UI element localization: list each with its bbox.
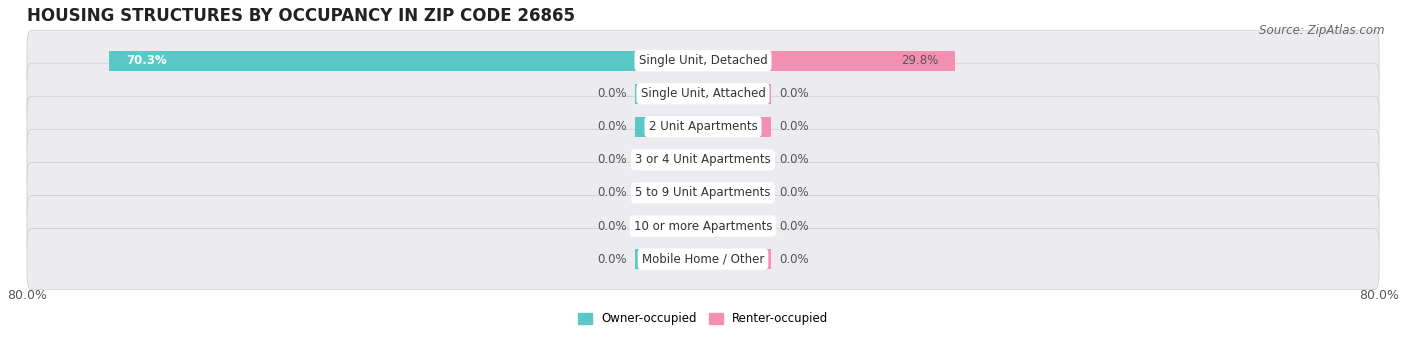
- FancyBboxPatch shape: [27, 63, 1379, 124]
- Bar: [636, 249, 703, 269]
- Text: 2 Unit Apartments: 2 Unit Apartments: [648, 120, 758, 133]
- Text: 0.0%: 0.0%: [779, 220, 808, 233]
- Bar: [108, 50, 703, 71]
- Text: Mobile Home / Other: Mobile Home / Other: [641, 253, 765, 266]
- Text: Source: ZipAtlas.com: Source: ZipAtlas.com: [1260, 24, 1385, 37]
- Text: HOUSING STRUCTURES BY OCCUPANCY IN ZIP CODE 26865: HOUSING STRUCTURES BY OCCUPANCY IN ZIP C…: [27, 7, 575, 25]
- Text: 0.0%: 0.0%: [598, 220, 627, 233]
- Text: 0.0%: 0.0%: [598, 87, 627, 100]
- Text: 0.0%: 0.0%: [598, 253, 627, 266]
- Text: 10 or more Apartments: 10 or more Apartments: [634, 220, 772, 233]
- FancyBboxPatch shape: [27, 195, 1379, 256]
- Text: 29.8%: 29.8%: [901, 54, 938, 67]
- Text: Single Unit, Detached: Single Unit, Detached: [638, 54, 768, 67]
- Text: 3 or 4 Unit Apartments: 3 or 4 Unit Apartments: [636, 153, 770, 166]
- Text: Single Unit, Attached: Single Unit, Attached: [641, 87, 765, 100]
- Bar: [703, 84, 770, 104]
- Text: 0.0%: 0.0%: [598, 153, 627, 166]
- FancyBboxPatch shape: [27, 228, 1379, 290]
- FancyBboxPatch shape: [27, 162, 1379, 224]
- Text: 0.0%: 0.0%: [779, 87, 808, 100]
- Bar: [636, 183, 703, 203]
- Text: 0.0%: 0.0%: [779, 187, 808, 199]
- FancyBboxPatch shape: [27, 30, 1379, 91]
- Text: 0.0%: 0.0%: [598, 120, 627, 133]
- Bar: [636, 216, 703, 236]
- Bar: [703, 249, 770, 269]
- Text: 0.0%: 0.0%: [779, 153, 808, 166]
- Bar: [703, 50, 955, 71]
- FancyBboxPatch shape: [27, 96, 1379, 158]
- Text: 70.3%: 70.3%: [125, 54, 166, 67]
- Bar: [703, 216, 770, 236]
- Bar: [703, 183, 770, 203]
- Bar: [636, 117, 703, 137]
- Bar: [636, 150, 703, 170]
- Text: 0.0%: 0.0%: [779, 120, 808, 133]
- Text: 0.0%: 0.0%: [598, 187, 627, 199]
- Legend: Owner-occupied, Renter-occupied: Owner-occupied, Renter-occupied: [572, 308, 834, 330]
- FancyBboxPatch shape: [27, 129, 1379, 191]
- Bar: [636, 84, 703, 104]
- Bar: [703, 150, 770, 170]
- Bar: [703, 117, 770, 137]
- Text: 5 to 9 Unit Apartments: 5 to 9 Unit Apartments: [636, 187, 770, 199]
- Text: 0.0%: 0.0%: [779, 253, 808, 266]
